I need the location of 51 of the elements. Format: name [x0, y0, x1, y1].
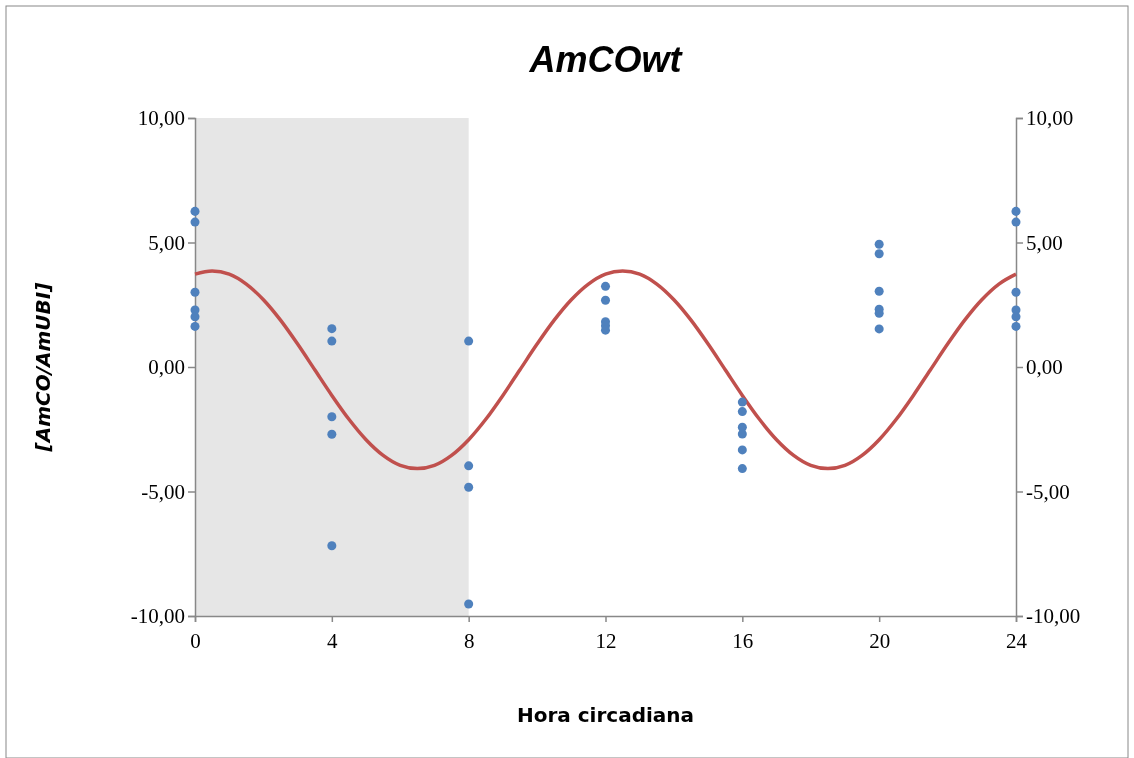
point: [1011, 217, 1021, 227]
point: [1011, 287, 1021, 297]
point: [737, 445, 747, 455]
point: [874, 324, 884, 334]
y2-tick-label: 5,00: [1026, 230, 1063, 255]
point: [464, 599, 474, 609]
y2-tick-label: -5,00: [1026, 479, 1070, 504]
point: [1011, 206, 1021, 216]
x-tick-label: 24: [1006, 629, 1028, 654]
point: [1011, 312, 1021, 322]
point: [1011, 321, 1021, 331]
x-tick-label: 4: [327, 629, 339, 654]
x-tick-label: 20: [869, 629, 891, 654]
point: [190, 217, 200, 227]
point: [874, 239, 884, 249]
point: [327, 412, 337, 422]
point: [600, 281, 611, 291]
x-tick-label: 0: [190, 629, 201, 654]
y2-tick-label: 0,00: [1026, 355, 1063, 380]
point: [874, 286, 884, 296]
x-tick-label: 16: [732, 629, 754, 654]
point: [190, 321, 200, 331]
point: [737, 397, 747, 407]
point: [600, 295, 611, 305]
point: [464, 336, 474, 346]
point: [464, 482, 474, 492]
y-tick-label: 10,00: [137, 106, 185, 131]
x-tick-label: 8: [463, 629, 475, 654]
point: [190, 312, 200, 322]
point: [327, 324, 337, 334]
point: [737, 407, 747, 417]
chart-title: AmCOwt: [528, 39, 684, 80]
y2-tick-label: 10,00: [1026, 106, 1074, 131]
y-tick-label: -10,00: [130, 604, 185, 629]
x-tick-label: 12: [595, 629, 617, 654]
y-tick-label: 5,00: [148, 230, 185, 255]
point: [327, 541, 337, 551]
point: [190, 206, 200, 216]
point: [190, 287, 200, 297]
line-series: [193, 269, 1018, 471]
y-tick-label: -5,00: [141, 479, 185, 504]
point: [737, 429, 747, 439]
y-axis-title: [AmCO/AmUBI]: [31, 282, 55, 453]
point: [327, 336, 337, 346]
x-axis-title: Hora circadiana: [516, 703, 695, 727]
point: [327, 429, 337, 439]
y2-tick-label: -10,00: [1026, 604, 1081, 629]
point: [737, 464, 747, 474]
y-tick-label: 0,00: [148, 355, 185, 380]
point: [464, 461, 474, 471]
point: [874, 249, 884, 259]
